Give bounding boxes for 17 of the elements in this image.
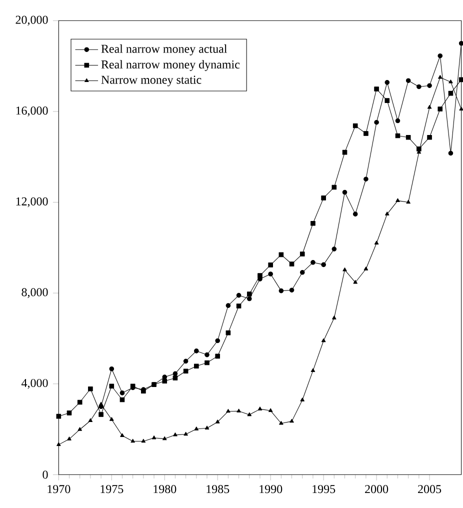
x-tick-label: 2000 (364, 485, 388, 494)
x-tick-label: 1975 (100, 485, 123, 494)
y-tick-label: 16,000 (16, 106, 48, 116)
x-tick-label: 1980 (153, 485, 176, 494)
x-tick-label: 1990 (259, 485, 282, 494)
x-tick-label: 1985 (206, 485, 229, 494)
legend-label: Real narrow money actual (101, 44, 227, 56)
x-tick-label: 1995 (312, 485, 335, 494)
y-tick-label: 12,000 (16, 197, 48, 208)
y-tick-label: 4,000 (21, 378, 48, 389)
y-tick-label: 20,000 (16, 16, 48, 26)
legend-label: Narrow money static (101, 76, 202, 86)
x-tick-label: 2005 (418, 485, 441, 494)
legend-label: Real narrow money dynamic (101, 60, 240, 72)
y-tick-label: 0 (42, 470, 48, 479)
y-tick-label: 8,000 (22, 288, 48, 298)
x-tick-label: 1970 (47, 485, 70, 494)
